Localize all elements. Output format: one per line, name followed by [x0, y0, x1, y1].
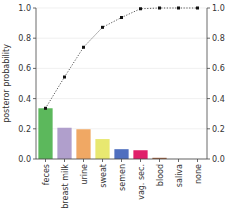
axes: 0.0 0.2 0.4 0.6 0.8 1.0 0.0 0.2 0.4 0.6 0.8 1.0 fece…	[18, 4, 224, 209]
x-tick-label: saliva	[175, 164, 184, 187]
y2-tick	[207, 159, 210, 160]
bar	[76, 129, 90, 159]
x-tick-label: none	[194, 164, 203, 184]
line-marker	[120, 16, 123, 19]
y-tick	[33, 8, 36, 9]
y-tick-label: 0.6	[18, 64, 31, 73]
bar	[133, 150, 147, 159]
y-tick	[33, 68, 36, 69]
y2-tick-label: 1.0	[212, 4, 225, 13]
x-tick	[102, 159, 103, 162]
y2-tick	[207, 98, 210, 99]
bar	[57, 128, 71, 159]
x-tick	[45, 159, 46, 162]
x-tick-label: urine	[80, 164, 89, 185]
x-tick-label: vag. sec.	[137, 164, 146, 200]
grid-line	[36, 38, 207, 39]
y2-tick-label: 0.0	[212, 155, 225, 164]
y-tick-label: 0.2	[18, 125, 31, 134]
x-tick-label: breast milk	[61, 164, 70, 209]
y-axis-line	[36, 8, 37, 159]
x-tick	[140, 159, 141, 162]
x-tick-label: sweat	[99, 164, 108, 188]
x-tick	[178, 159, 179, 162]
cumulative-line	[46, 8, 198, 108]
x-tick	[121, 159, 122, 162]
bar	[95, 139, 109, 159]
y2-tick-label: 0.8	[212, 34, 225, 43]
bar	[38, 108, 52, 159]
line-marker	[196, 7, 199, 10]
y2-tick	[207, 128, 210, 129]
y2-axis-line	[207, 8, 208, 159]
line-marker	[139, 7, 142, 10]
y2-tick-label: 0.6	[212, 64, 225, 73]
line-marker	[158, 7, 161, 10]
line-marker	[177, 7, 180, 10]
y2-tick	[207, 68, 210, 69]
y2-tick	[207, 8, 210, 9]
y-tick	[33, 128, 36, 129]
line-marker	[63, 76, 66, 79]
y-tick	[33, 159, 36, 160]
x-tick-label: feces	[42, 164, 51, 185]
x-tick	[83, 159, 84, 162]
x-tick-label: blood	[156, 164, 165, 186]
y-tick-label: 0.8	[18, 34, 31, 43]
line-marker	[44, 107, 47, 110]
plot-area	[38, 7, 199, 160]
y-tick-label: 0.0	[18, 155, 31, 164]
line-marker	[101, 26, 104, 29]
y-tick-label: 0.4	[18, 95, 31, 104]
x-tick	[64, 159, 65, 162]
y2-tick-label: 0.4	[212, 95, 225, 104]
x-tick	[159, 159, 160, 162]
bar	[114, 149, 128, 159]
grid-line	[36, 98, 207, 99]
y-axis-label: posteror probability	[2, 44, 11, 123]
grid	[36, 8, 207, 159]
chart: 0.0 0.2 0.4 0.6 0.8 1.0 0.0 0.2 0.4 0.6 0.8 1.0 fece…	[0, 0, 231, 217]
grid-line	[36, 68, 207, 69]
y2-tick	[207, 38, 210, 39]
y2-tick-label: 0.2	[212, 125, 225, 134]
y-tick-label: 1.0	[18, 4, 31, 13]
y-tick	[33, 38, 36, 39]
x-tick	[197, 159, 198, 162]
x-tick-label: semen	[118, 164, 127, 191]
line-marker	[82, 46, 85, 49]
y-tick	[33, 98, 36, 99]
